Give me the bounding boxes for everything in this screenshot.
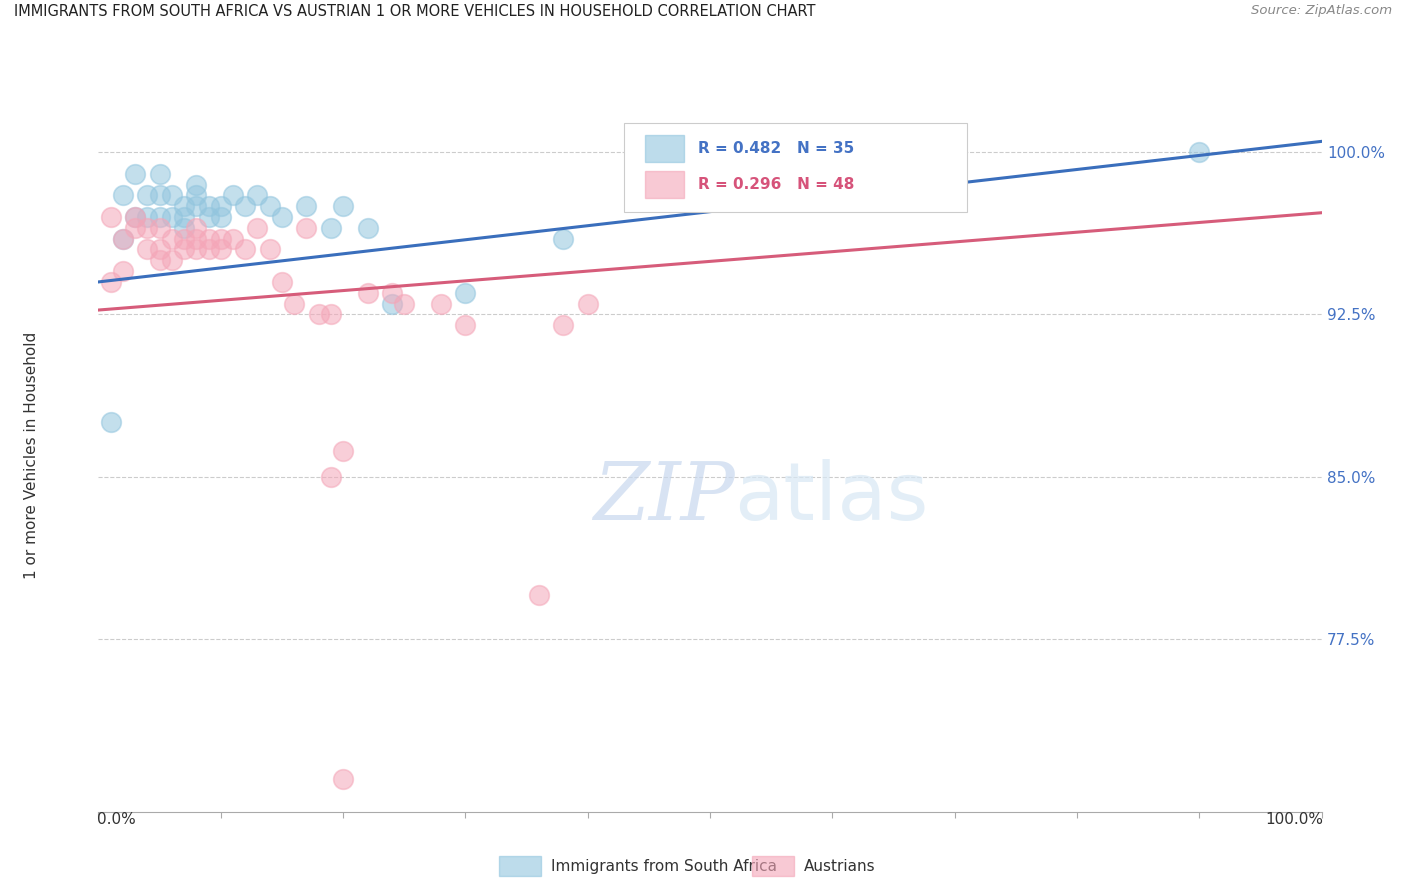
Point: [222, 188, 245, 202]
Point: [332, 443, 354, 458]
Point: [149, 243, 172, 257]
Point: [332, 772, 354, 787]
Text: atlas: atlas: [734, 458, 929, 537]
Point: [173, 243, 195, 257]
Point: [197, 232, 219, 246]
Point: [381, 296, 404, 310]
Point: [576, 296, 599, 310]
Point: [100, 210, 122, 224]
Point: [186, 243, 208, 257]
Point: [111, 232, 134, 246]
Point: [209, 210, 232, 224]
Point: [454, 318, 477, 333]
Point: [1188, 145, 1211, 160]
Point: [197, 199, 219, 213]
Point: [356, 220, 378, 235]
Point: [392, 296, 416, 310]
Point: [136, 188, 159, 202]
FancyBboxPatch shape: [645, 136, 685, 162]
Point: [111, 264, 134, 278]
Text: Source: ZipAtlas.com: Source: ZipAtlas.com: [1251, 4, 1392, 18]
Point: [111, 188, 134, 202]
Text: ZIP: ZIP: [593, 459, 734, 536]
Point: [270, 275, 294, 289]
Point: [186, 178, 208, 192]
Point: [319, 220, 342, 235]
Text: R = 0.482   N = 35: R = 0.482 N = 35: [697, 141, 853, 156]
Point: [173, 210, 195, 224]
Point: [160, 232, 183, 246]
Point: [136, 243, 159, 257]
Text: 1 or more Vehicles in Household: 1 or more Vehicles in Household: [24, 331, 38, 579]
Point: [430, 296, 453, 310]
Point: [149, 167, 172, 181]
Point: [160, 188, 183, 202]
Point: [149, 188, 172, 202]
Point: [149, 210, 172, 224]
Point: [173, 199, 195, 213]
Point: [259, 199, 281, 213]
Point: [149, 220, 172, 235]
Point: [173, 220, 195, 235]
Point: [233, 199, 256, 213]
Point: [197, 210, 219, 224]
Point: [308, 307, 330, 321]
Point: [270, 210, 294, 224]
Point: [283, 296, 305, 310]
Text: Immigrants from South Africa: Immigrants from South Africa: [551, 859, 778, 873]
Point: [124, 210, 146, 224]
Point: [295, 220, 318, 235]
Text: 100.0%: 100.0%: [1265, 812, 1323, 827]
Point: [186, 188, 208, 202]
Point: [233, 243, 256, 257]
Point: [160, 253, 183, 268]
Point: [332, 199, 354, 213]
Point: [553, 232, 575, 246]
Point: [381, 285, 404, 300]
Point: [124, 210, 146, 224]
FancyBboxPatch shape: [645, 171, 685, 198]
Point: [197, 243, 219, 257]
FancyBboxPatch shape: [624, 123, 967, 212]
Point: [356, 285, 378, 300]
Point: [209, 199, 232, 213]
Point: [209, 232, 232, 246]
Point: [160, 210, 183, 224]
Point: [100, 416, 122, 430]
Point: [246, 188, 269, 202]
Point: [149, 253, 172, 268]
Point: [319, 307, 342, 321]
Point: [295, 199, 318, 213]
Point: [186, 232, 208, 246]
Point: [553, 318, 575, 333]
Point: [209, 243, 232, 257]
Point: [124, 220, 146, 235]
Point: [136, 220, 159, 235]
Point: [246, 220, 269, 235]
Text: R = 0.296   N = 48: R = 0.296 N = 48: [697, 177, 855, 192]
Point: [454, 285, 477, 300]
Point: [124, 167, 146, 181]
Text: 0.0%: 0.0%: [97, 812, 136, 827]
Point: [100, 275, 122, 289]
Point: [186, 220, 208, 235]
Point: [319, 469, 342, 483]
Point: [527, 589, 550, 603]
Point: [222, 232, 245, 246]
Point: [173, 232, 195, 246]
Point: [186, 199, 208, 213]
Point: [111, 232, 134, 246]
Point: [136, 210, 159, 224]
Text: Austrians: Austrians: [804, 859, 876, 873]
Point: [259, 243, 281, 257]
Text: IMMIGRANTS FROM SOUTH AFRICA VS AUSTRIAN 1 OR MORE VEHICLES IN HOUSEHOLD CORRELA: IMMIGRANTS FROM SOUTH AFRICA VS AUSTRIAN…: [14, 4, 815, 20]
